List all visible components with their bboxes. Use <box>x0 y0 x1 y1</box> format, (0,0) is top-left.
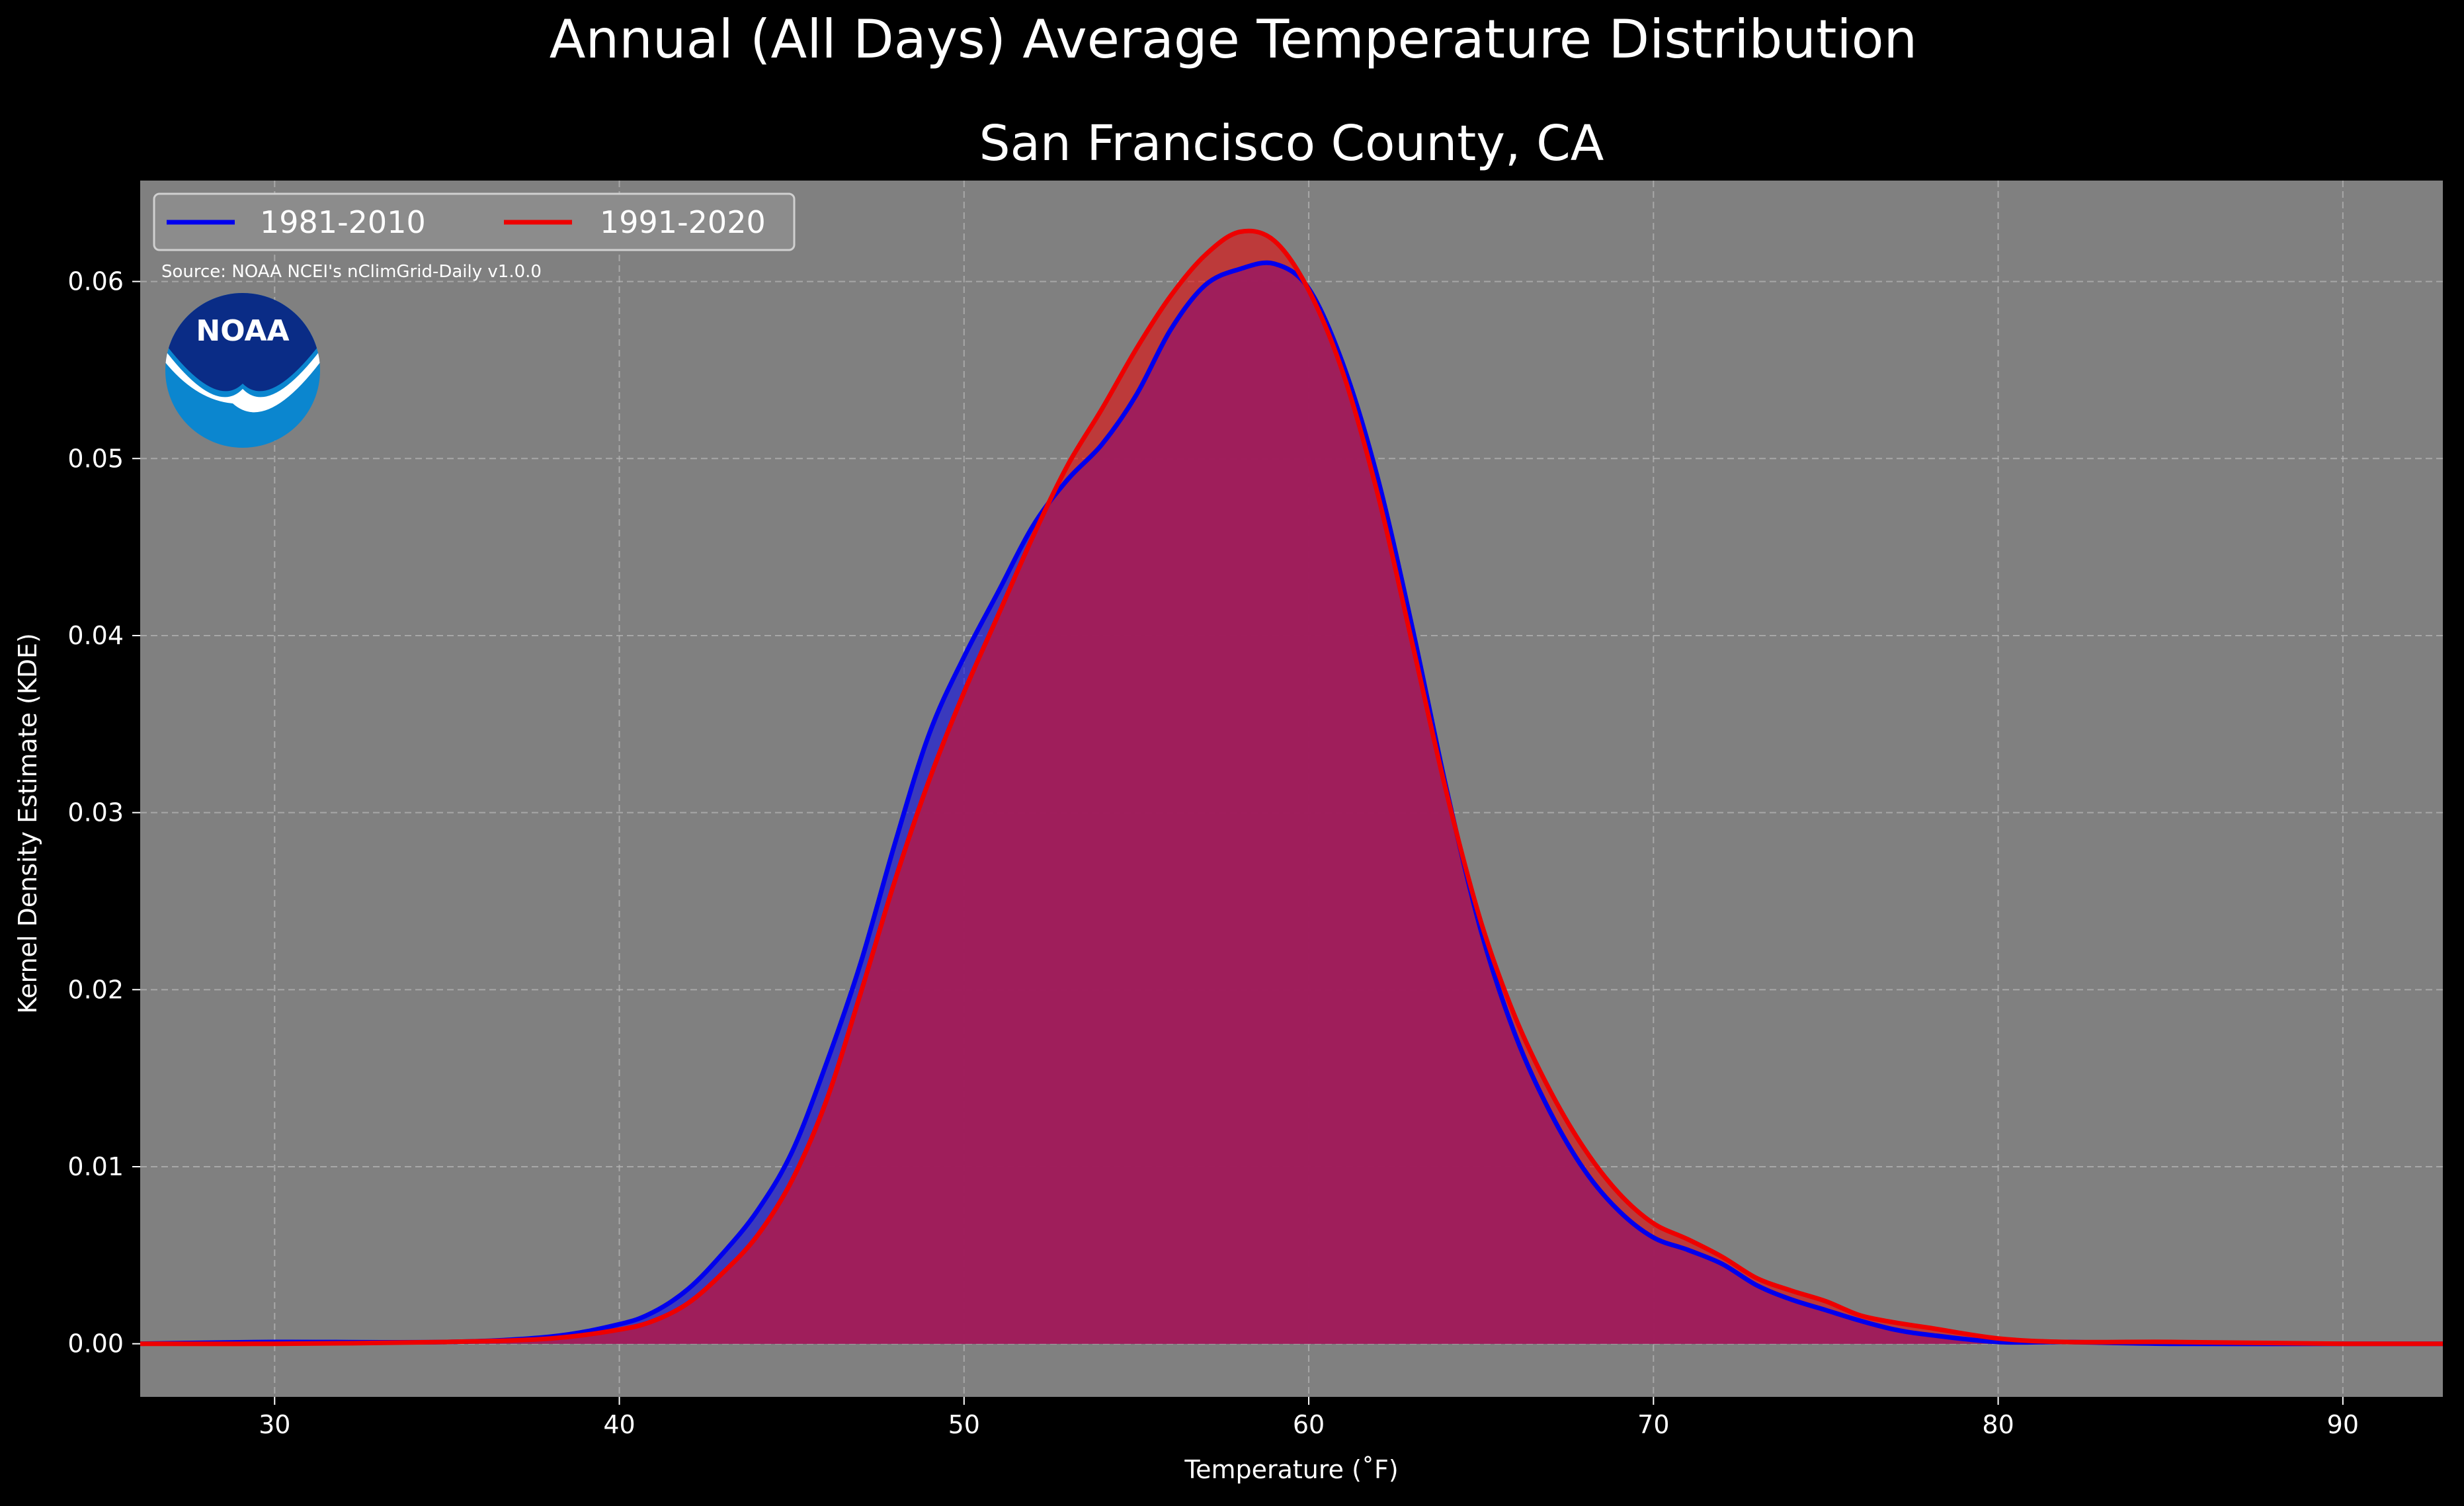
legend: 1981-2010 1991-2020 <box>153 192 796 251</box>
y-tick-label: 0.06 <box>67 267 124 296</box>
noaa-logo-upper <box>165 293 320 392</box>
chart-title: Annual (All Days) Average Temperature Di… <box>550 9 1917 70</box>
noaa-logo: NOAA <box>165 293 320 448</box>
series-line-1991-2020 <box>140 228 2443 1347</box>
legend-label-1991-2020: 1991-2020 <box>600 204 766 240</box>
x-tick-label: 30 <box>259 1410 290 1439</box>
noaa-logo-inner <box>165 293 320 448</box>
x-tick-label: 60 <box>1293 1410 1325 1439</box>
x-tick-label: 80 <box>1982 1410 2014 1439</box>
y-tick-label: 0.01 <box>67 1152 124 1181</box>
noaa-logo-text: NOAA <box>196 314 289 348</box>
series-line-1981-2010 <box>140 260 2443 1347</box>
x-tick-label: 40 <box>603 1410 635 1439</box>
legend-box <box>153 192 796 251</box>
y-tick-label: 0.02 <box>67 975 124 1004</box>
x-tick-label: 70 <box>1637 1410 1669 1439</box>
plot-area: 30 40 50 60 70 80 90 0.00 0.01 0.02 0.03 0.04 0.05 0.… <box>67 181 2443 1439</box>
legend-label-1981-2010: 1981-2010 <box>260 204 426 240</box>
series-group <box>140 228 2443 1347</box>
chart-subtitle: San Francisco County, CA <box>979 115 1604 172</box>
y-tick-label: 0.04 <box>67 621 124 650</box>
y-tick-label: 0.00 <box>67 1329 124 1359</box>
x-axis-label: Temperature (˚F) <box>1184 1455 1398 1484</box>
x-tick-label: 90 <box>2327 1410 2359 1439</box>
area-fill-overlap <box>140 263 2443 1344</box>
y-tick-label: 0.03 <box>67 798 124 827</box>
source-note: Source: NOAA NCEI's nClimGrid-Daily v1.0… <box>161 262 542 282</box>
y-tick-label: 0.05 <box>67 444 124 473</box>
x-tick-label: 50 <box>948 1410 980 1439</box>
noaa-logo-bird <box>165 351 320 413</box>
y-axis-label: Kernel Density Estimate (KDE) <box>13 633 42 1014</box>
